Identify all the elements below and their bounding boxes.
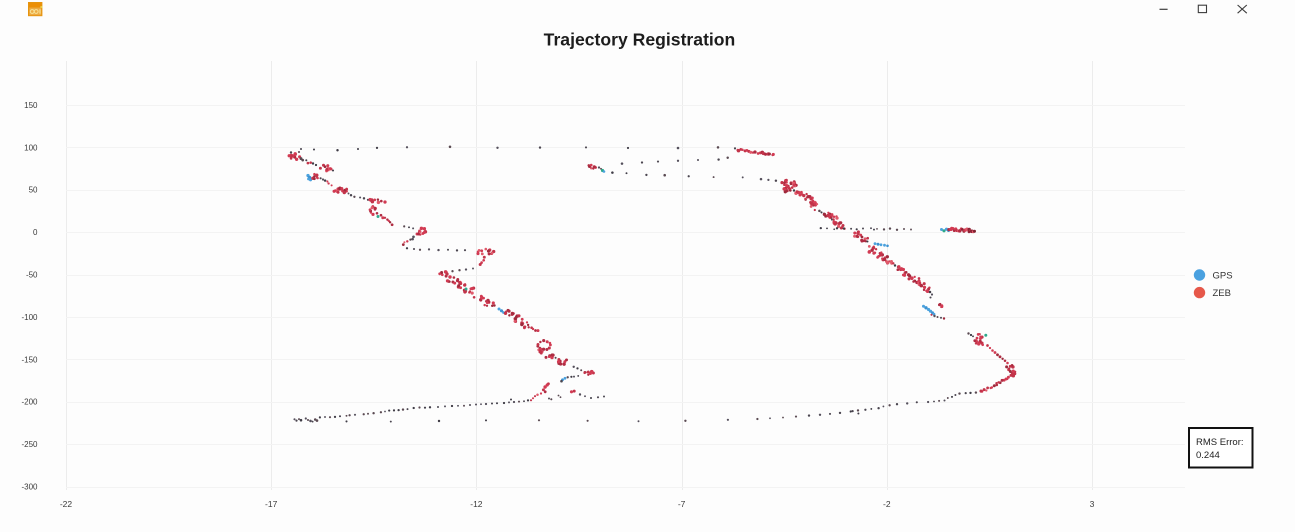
svg-text:-150: -150 [21,355,38,364]
svg-text:50: 50 [29,186,38,195]
svg-text:-300: -300 [21,483,38,492]
svg-text:-12: -12 [470,499,483,509]
svg-text:Trajectory Registration: Trajectory Registration [544,29,736,49]
svg-text:-2: -2 [883,499,891,509]
svg-text:ZEB: ZEB [1213,288,1231,299]
svg-text:3: 3 [1090,499,1095,509]
svg-text:0.244: 0.244 [1196,450,1220,461]
svg-text:-7: -7 [678,499,686,509]
svg-text:-17: -17 [265,499,278,509]
svg-text:-22: -22 [60,499,73,509]
svg-text:-50: -50 [26,271,38,280]
svg-text:150: 150 [24,101,38,110]
svg-text:-100: -100 [21,313,38,322]
svg-text:-250: -250 [21,440,38,449]
svg-text:100: 100 [24,143,38,152]
svg-text:-200: -200 [21,398,38,407]
svg-text:0: 0 [33,228,38,237]
svg-text:RMS Error:: RMS Error: [1196,437,1244,448]
svg-text:GPS: GPS [1213,270,1233,281]
